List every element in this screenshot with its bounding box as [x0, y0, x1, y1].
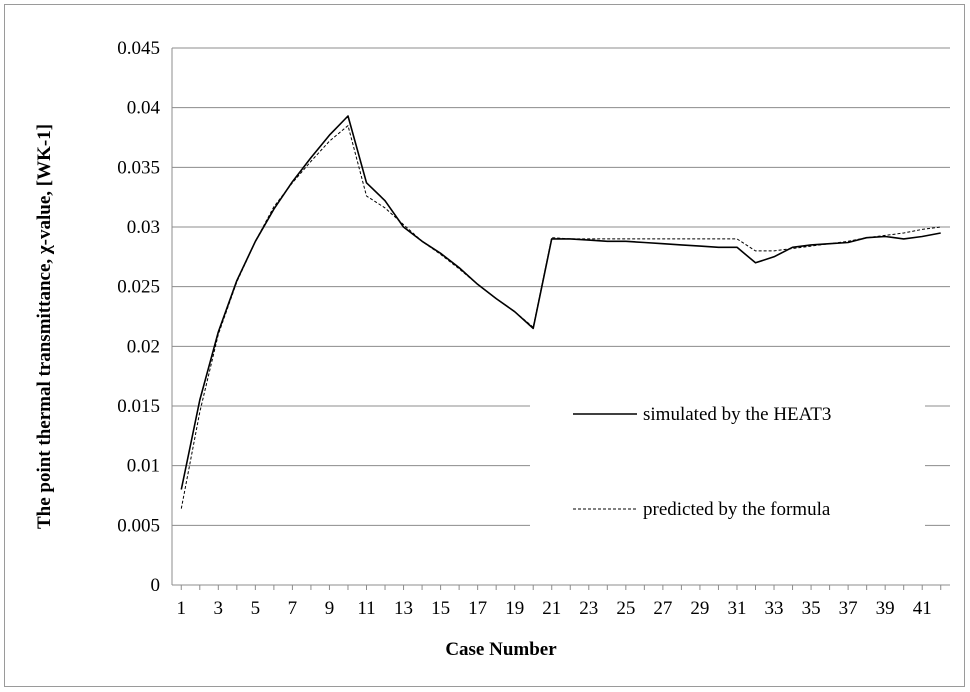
x-tick-label: 5 — [251, 598, 261, 619]
y-tick-label: 0.03 — [127, 217, 160, 238]
legend-background — [530, 387, 925, 532]
gridlines — [172, 47, 950, 526]
y-tick-label: 0.01 — [127, 456, 160, 477]
series-lines — [180, 115, 941, 509]
x-tick-label: 33 — [765, 598, 784, 619]
legend-label: predicted by the formula — [643, 499, 831, 520]
x-tick-label: 41 — [913, 598, 932, 619]
y-tick-label: 0.015 — [117, 396, 160, 417]
x-tick-label: 15 — [431, 598, 450, 619]
x-tick-label: 11 — [357, 598, 375, 619]
x-tick-label: 29 — [690, 598, 709, 619]
x-tick-label: 39 — [876, 598, 895, 619]
x-tick-label: 13 — [394, 598, 413, 619]
y-tick-label: 0.04 — [127, 98, 161, 119]
y-tick-labels: 0 0.005 0.01 0.015 0.02 0.025 0.03 0.035 0.04 0.0… — [117, 38, 160, 596]
predicted-series-line — [180, 125, 941, 509]
x-tick-label: 31 — [727, 598, 746, 619]
x-tick-label: 9 — [325, 598, 335, 619]
legend: simulated by the HEAT3 predicted by the f… — [573, 404, 831, 520]
y-tick-label: 0.025 — [117, 277, 160, 298]
y-tick-label: 0.045 — [117, 38, 160, 59]
axes — [171, 48, 950, 590]
y-tick-label: 0 — [151, 575, 161, 596]
x-tick-label: 27 — [653, 598, 672, 619]
x-tick-label: 17 — [468, 598, 487, 619]
x-tick-label: 25 — [616, 598, 635, 619]
x-tick-label: 21 — [542, 598, 561, 619]
simulated-series-line — [180, 115, 941, 490]
x-tick-label: 3 — [214, 598, 224, 619]
y-tick-label: 0.02 — [127, 336, 160, 357]
chart: 0 0.005 0.01 0.015 0.02 0.025 0.03 0.035 0.04 0.0… — [34, 38, 950, 660]
x-tick-label: 1 — [177, 598, 187, 619]
x-tick-label: 35 — [802, 598, 821, 619]
y-tick-label: 0.005 — [117, 515, 160, 536]
x-tick-label: 23 — [579, 598, 598, 619]
y-tick-label: 0.035 — [117, 157, 160, 178]
chart-frame: 0 0.005 0.01 0.015 0.02 0.025 0.03 0.035 0.04 0.0… — [4, 4, 965, 687]
x-tick-label: 7 — [288, 598, 298, 619]
x-tick-labels: 1 3 5 7 9 11 13 15 17 19 21 23 25 27 29 31 33 35 37 39 41 — [177, 598, 932, 619]
y-axis-title: The point thermal transmittance, χ-value… — [34, 124, 55, 529]
x-tick-label: 19 — [505, 598, 524, 619]
legend-label: simulated by the HEAT3 — [643, 404, 831, 425]
x-tick-label: 37 — [839, 598, 858, 619]
x-axis-title: Case Number — [445, 639, 557, 660]
